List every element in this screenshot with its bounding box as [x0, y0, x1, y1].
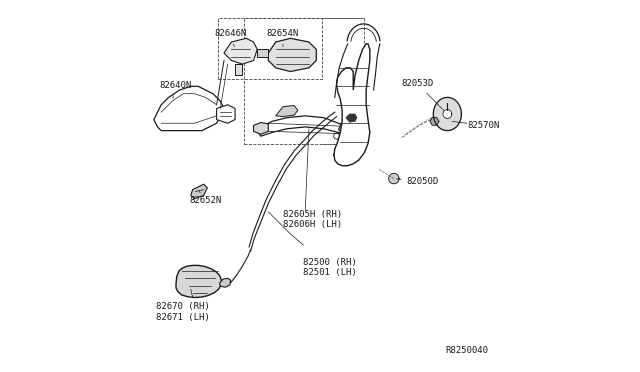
Polygon shape [154, 86, 224, 131]
Polygon shape [443, 110, 452, 118]
Text: 82652N: 82652N [189, 191, 221, 205]
Text: R8250040: R8250040 [445, 346, 488, 355]
Text: 82670 (RH)
82671 (LH): 82670 (RH) 82671 (LH) [156, 302, 209, 322]
Polygon shape [224, 38, 257, 64]
Polygon shape [339, 122, 357, 134]
Polygon shape [235, 64, 243, 75]
Polygon shape [390, 175, 397, 182]
Text: 82605H (RH)
82606H (LH): 82605H (RH) 82606H (LH) [283, 210, 342, 230]
Polygon shape [220, 278, 230, 287]
Text: 82500 (RH)
82501 (LH): 82500 (RH) 82501 (LH) [303, 258, 357, 278]
Polygon shape [216, 105, 235, 123]
Text: 82640N: 82640N [159, 81, 191, 98]
Polygon shape [346, 114, 357, 122]
Polygon shape [253, 122, 268, 134]
Text: 82570N: 82570N [468, 121, 500, 129]
Polygon shape [257, 116, 349, 138]
Polygon shape [334, 44, 370, 166]
Polygon shape [268, 38, 316, 71]
Text: 82050D: 82050D [397, 177, 439, 186]
Polygon shape [191, 184, 207, 199]
Polygon shape [176, 265, 221, 298]
Polygon shape [276, 106, 298, 116]
Text: 82654N: 82654N [266, 29, 299, 46]
Circle shape [223, 279, 229, 285]
Polygon shape [257, 49, 268, 57]
Polygon shape [430, 118, 439, 125]
Polygon shape [433, 97, 461, 131]
Text: 82646N: 82646N [215, 29, 247, 47]
Text: 82053D: 82053D [401, 79, 445, 112]
